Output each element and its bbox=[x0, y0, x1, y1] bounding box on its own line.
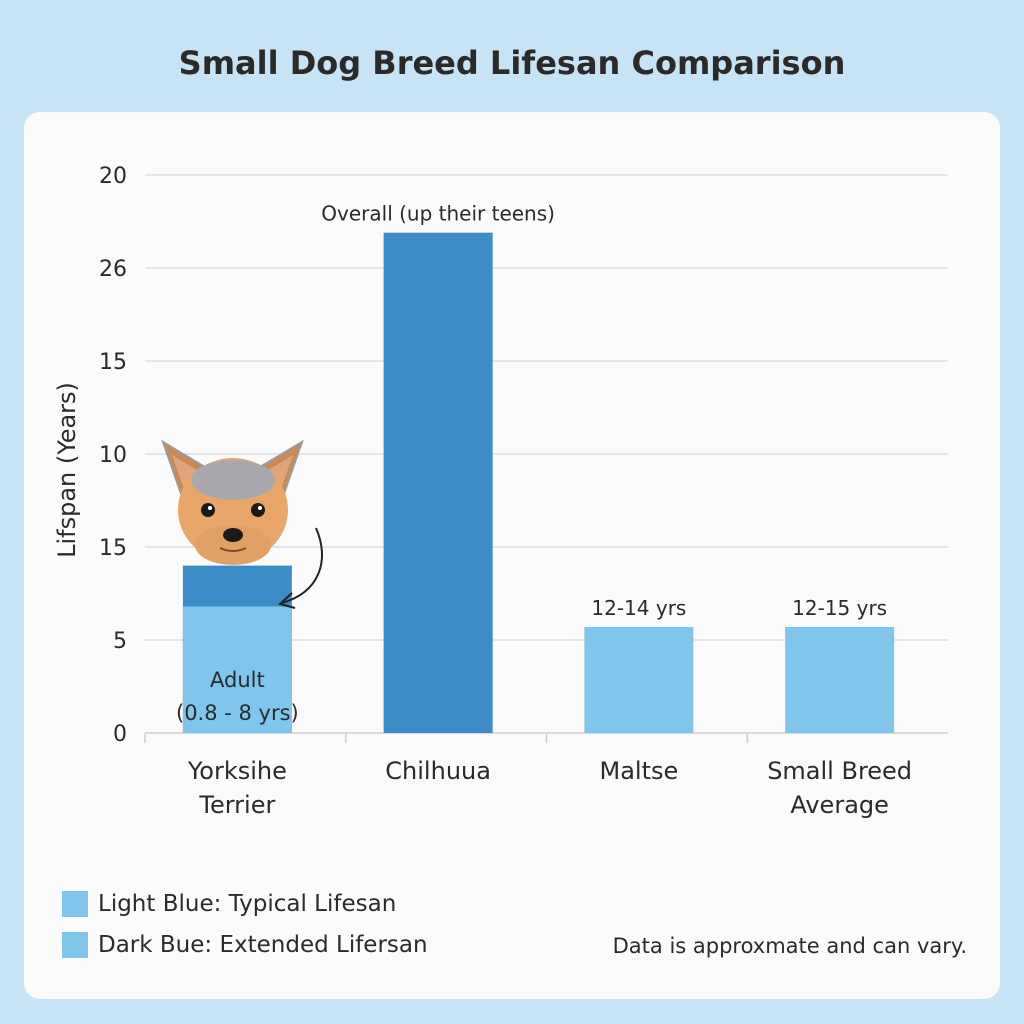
y-tick-label: 26 bbox=[99, 257, 127, 282]
data-label: Overall (up their teens) bbox=[321, 202, 555, 226]
legend-swatch-extended bbox=[62, 932, 88, 958]
data-label: (0.8 - 8 yrs) bbox=[176, 701, 299, 725]
yorkshire-terrier-head-icon bbox=[161, 439, 304, 565]
legend-label-typical: Light Blue: Typical Lifesan bbox=[98, 891, 397, 917]
bar-typical-2 bbox=[584, 626, 694, 733]
arrow-icon bbox=[281, 527, 324, 604]
y-tick-label: 5 bbox=[113, 629, 127, 654]
bar-extended-1 bbox=[383, 232, 493, 733]
y-tick-label: 15 bbox=[99, 350, 127, 375]
legend-item-typical: Light Blue: Typical Lifesan bbox=[62, 891, 396, 917]
x-tick-label: Maltse bbox=[599, 757, 678, 785]
legend-swatch-typical bbox=[62, 891, 88, 917]
y-tick-label: 20 bbox=[99, 164, 127, 189]
x-tick-label: Terrier bbox=[198, 791, 275, 819]
legend-item-extended: Dark Bue: Extended Lifersan bbox=[62, 932, 428, 958]
y-axis-label: Lifspan (Years) bbox=[53, 382, 81, 558]
chart-title: Small Dog Breed Lifesan Comparison bbox=[178, 44, 846, 82]
x-tick-label: Average bbox=[790, 791, 889, 819]
legend-label-extended: Dark Bue: Extended Lifersan bbox=[98, 932, 428, 958]
x-tick-label: Small Breed bbox=[767, 757, 912, 785]
bar-typical-3 bbox=[785, 626, 895, 733]
data-label: 12-15 yrs bbox=[792, 596, 887, 620]
bar-typical-0 bbox=[182, 606, 292, 733]
chart-card bbox=[24, 112, 1000, 999]
x-tick-label: Chilhuua bbox=[385, 757, 491, 785]
arrow-head-icon bbox=[277, 592, 296, 609]
y-tick-label: 0 bbox=[113, 722, 127, 747]
x-tick-label: Yorksihe bbox=[187, 757, 287, 785]
y-tick-label: 10 bbox=[99, 443, 127, 468]
data-disclaimer: Data is approxmate and can vary. bbox=[612, 934, 967, 958]
y-tick-label: 15 bbox=[99, 536, 127, 561]
data-label: Adult bbox=[210, 668, 265, 692]
data-label: 12-14 yrs bbox=[591, 596, 686, 620]
